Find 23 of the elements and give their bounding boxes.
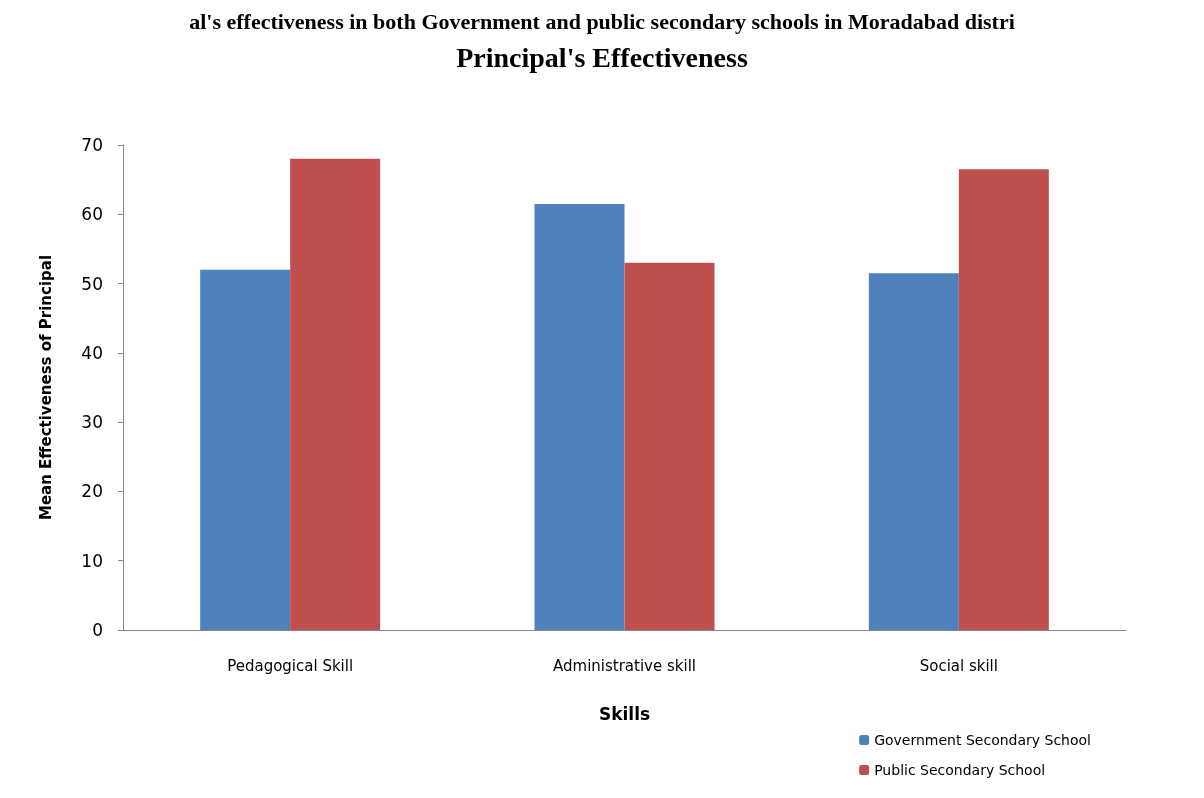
x-tick-label: Administrative skill (553, 656, 696, 675)
legend-label: Government Secondary School (874, 732, 1092, 748)
bar (200, 269, 291, 630)
y-axis-title: Mean Effectiveness of Principal (36, 254, 55, 521)
bar (534, 203, 625, 630)
y-tick-label: 10 (81, 550, 103, 571)
x-tick-label: Pedagogical Skill (227, 656, 354, 675)
y-tick-label: 0 (92, 620, 103, 640)
y-tick-label: 30 (81, 412, 103, 433)
y-tick-label: 20 (81, 481, 103, 502)
bar (624, 262, 715, 630)
bar (958, 169, 1049, 630)
bar (290, 158, 381, 630)
y-tick-label: 40 (81, 342, 103, 363)
legend-label: Public Secondary School (874, 762, 1046, 778)
y-tick-label: 60 (81, 204, 103, 225)
y-tick-label: 70 (81, 135, 103, 155)
chart-title: Principal's Effectiveness (456, 41, 748, 73)
bar (868, 273, 959, 630)
x-axis-title: Skills (598, 703, 651, 724)
text: al's effectiveness in both Government and public secondary schools in Moradabad distri (189, 8, 1015, 34)
y-tick-label: 50 (81, 273, 103, 294)
x-tick-label: Social skill (919, 656, 998, 675)
